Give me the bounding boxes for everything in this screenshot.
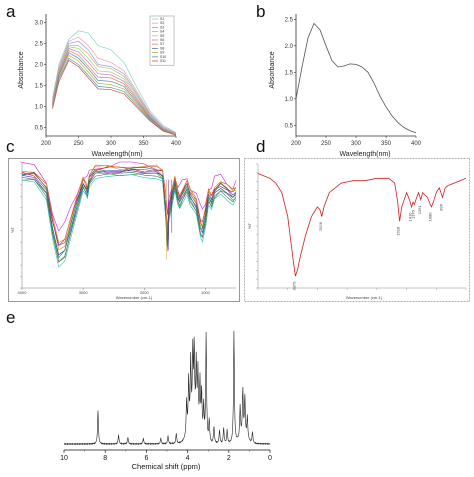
a-x-tick-label: 300: [106, 141, 117, 147]
panel-letter-c: c: [6, 137, 15, 156]
panel-letter-e: e: [6, 308, 16, 327]
e-spectrum-line: [63, 330, 271, 446]
a-ylabel: Absorbance: [18, 51, 25, 88]
c-series-line: [21, 167, 237, 259]
b-x-tick-label: 250: [321, 141, 332, 147]
a-series-line: [52, 30, 177, 133]
b-x-tick-label: 200: [291, 141, 302, 147]
e-x-tick-label: 2: [227, 455, 231, 462]
a-series-line: [52, 52, 177, 136]
a-series-line: [52, 57, 177, 136]
a-series-line: [52, 36, 177, 134]
panel-d: 3370 2926 1618 1416 1370 1261 1080 896 %T Waven…: [244, 158, 470, 302]
c-x-tick-label: 4000: [18, 290, 28, 295]
a-y-tick-label: 0.5: [35, 126, 44, 132]
e-x-tick-label: 10: [60, 455, 68, 462]
b-y-tick-label: 2.0: [285, 44, 294, 50]
a-x-tick-label: 200: [41, 141, 52, 147]
a-series-line: [52, 45, 177, 135]
uv-chart-multi: 200 250 300 350 400 0.5 1.0 1.5 2.0 2.5 3.0 S1S2S3…: [18, 14, 182, 158]
c-ylabel: %T: [10, 226, 15, 233]
b-x-tick-label: 300: [351, 141, 362, 147]
e-x-tick-label: 0: [268, 455, 272, 462]
d-ylabel: %T: [247, 222, 252, 229]
panel-letter-d: d: [256, 137, 266, 156]
b-x-tick-label: 350: [381, 141, 392, 147]
a-legend-label: S5: [160, 34, 164, 38]
b-xlabel: Wavelength(nm): [339, 151, 390, 158]
d-peak-label: 1416: [408, 212, 413, 222]
a-y-tick-label: 2.0: [35, 62, 44, 68]
a-series-line: [52, 48, 177, 135]
a-xlabel: Wavelength(nm): [91, 151, 142, 158]
a-y-tick-label: 3.0: [35, 20, 44, 26]
panel-a: 200 250 300 350 400 0.5 1.0 1.5 2.0 2.5 3.0 S1 S2 S3…: [16, 8, 192, 160]
c-series-line: [21, 165, 237, 244]
b-y-tick-label: 2.5: [285, 17, 294, 23]
a-y-tick-label: 1.5: [35, 84, 44, 90]
a-legend-label: S10: [160, 55, 166, 59]
a-legend-label: S6: [160, 38, 164, 42]
a-series-line: [52, 54, 177, 136]
b-x-tick-label: 400: [411, 141, 422, 147]
panel-letter-b: b: [256, 2, 266, 21]
a-series-line: [52, 46, 177, 135]
a-legend-label: S1: [160, 17, 164, 21]
a-series-line: [52, 40, 177, 134]
a-legend-label: S2: [160, 21, 164, 25]
a-legend-label: S8: [160, 46, 164, 50]
a-legend-label: S9: [160, 51, 164, 55]
a-legend-label: S4: [160, 30, 164, 34]
c-x-tick-label: 1000: [201, 290, 211, 295]
panel-letter-a: a: [6, 2, 16, 21]
e-x-tick-label: 8: [103, 455, 107, 462]
b-y-tick-label: 0.5: [285, 123, 294, 129]
d-series-overlay: [257, 173, 467, 277]
e-x-tick-label: 4: [186, 455, 190, 462]
a-x-tick-label: 250: [73, 141, 84, 147]
a-y-tick-label: 2.5: [35, 41, 44, 47]
a-y-tick-label: 1.0: [35, 105, 44, 111]
b-y-tick-label: 1.5: [285, 70, 294, 76]
a-series-line: [52, 50, 177, 135]
a-legend-label: S11: [160, 59, 166, 63]
panel-c: 4000 3000 2000 1000 %T Wavenumber (cm-1): [8, 158, 240, 302]
c-xlabel: Wavenumber (cm-1): [116, 295, 153, 300]
e-x-tick-label: 6: [144, 455, 148, 462]
a-legend-label: S7: [160, 42, 164, 46]
a-x-tick-label: 350: [138, 141, 149, 147]
c-x-tick-label: 2000: [140, 290, 150, 295]
panel-b: 200 250 300 350 400 0.5 1.0 1.5 2.0 2.5 Absorbanc…: [266, 8, 426, 160]
b-ylabel: Absorbance: [269, 51, 276, 88]
d-xlabel: Wavenumber (cm-1): [346, 295, 383, 300]
e-xlabel: Chemical shift (ppm): [132, 462, 201, 471]
c-x-tick-label: 3000: [79, 290, 89, 295]
b-series-line: [295, 22, 417, 134]
d-peak-label: 896: [438, 203, 443, 210]
panel-e: 10 8 6 4 2 0 Chemical shift (ppm): [50, 322, 280, 474]
d-peak-label: 1261: [417, 205, 422, 215]
d-peak-label: 2926: [318, 221, 323, 231]
d-peak-label: 1370: [410, 209, 415, 219]
uv-chart-single: 200 250 300 350 400 0.5 1.0 1.5 2.0 2.5 Absorbanc…: [269, 14, 422, 158]
a-legend-label: S3: [160, 25, 164, 29]
a-x-tick-label: 400: [171, 141, 182, 147]
a-series-line: [52, 59, 177, 136]
ftir-chart-multi: 4000 3000 2000 1000 %T Wavenumber (cm-1): [8, 158, 240, 302]
b-y-tick-label: 1.0: [285, 97, 294, 103]
nmr-chart: 10 8 6 4 2 0 Chemical shift (ppm): [60, 330, 272, 471]
d-peak-label: 3370: [291, 281, 296, 291]
d-peak-label: 1618: [396, 226, 401, 236]
d-peak-label: 1080: [428, 212, 433, 222]
